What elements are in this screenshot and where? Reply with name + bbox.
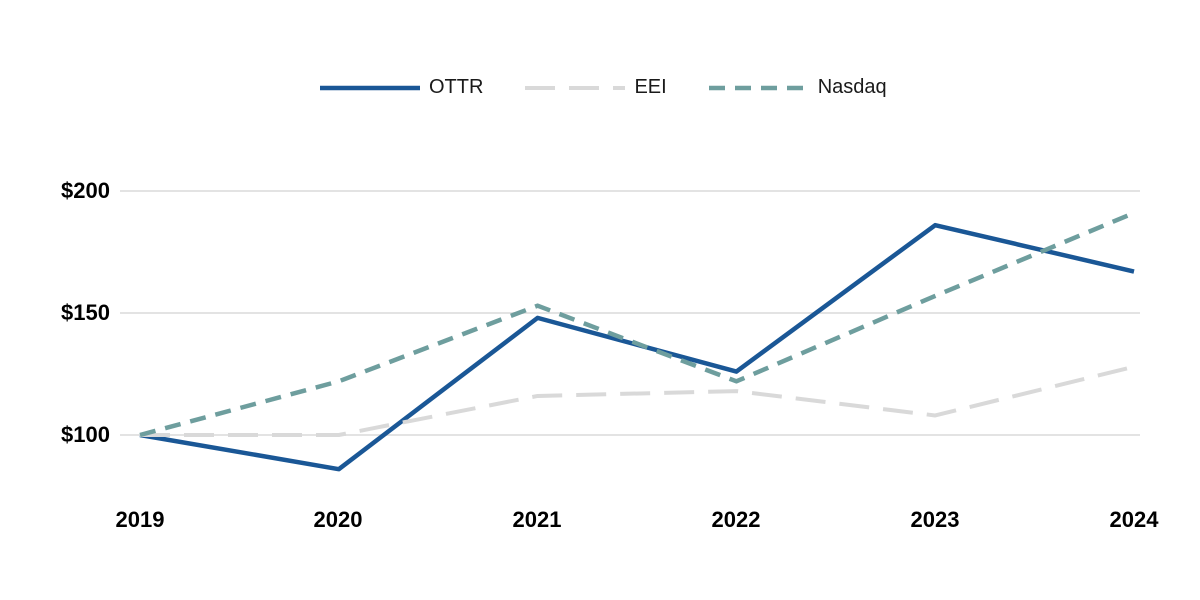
legend-label-ottr: OTTR bbox=[429, 76, 484, 98]
legend-label-nasdaq: Nasdaq bbox=[817, 76, 887, 98]
x-axis-label-2023: 2023 bbox=[910, 507, 960, 532]
legend-item-nasdaq: Nasdaq bbox=[708, 76, 887, 99]
series-lines bbox=[139, 210, 1135, 472]
legend: OTTR EEI Nasdaq bbox=[320, 76, 887, 99]
legend-line-eei-icon bbox=[525, 85, 626, 90]
series-line-nasdaq bbox=[139, 210, 1135, 438]
x-axis-label-2021: 2021 bbox=[512, 507, 562, 532]
y-axis-label-200: $200 bbox=[61, 178, 110, 203]
series-line-ottr bbox=[139, 222, 1135, 472]
y-axis-label-150: $150 bbox=[61, 300, 110, 325]
x-axis-label-2020: 2020 bbox=[313, 507, 363, 532]
x-axis-label-2024: 2024 bbox=[1109, 507, 1159, 532]
x-axis-label-2019: 2019 bbox=[115, 507, 165, 532]
legend-item-eei: EEI bbox=[525, 76, 667, 99]
legend-item-ottr: OTTR bbox=[320, 76, 483, 99]
series-line-eei bbox=[140, 364, 1135, 437]
legend-line-nasdaq-icon bbox=[708, 85, 809, 90]
legend-line-ottr-icon bbox=[320, 85, 420, 90]
y-axis-label-100: $100 bbox=[61, 422, 110, 447]
x-axis-label-2022: 2022 bbox=[711, 507, 761, 532]
legend-label-eei: EEI bbox=[634, 76, 667, 98]
